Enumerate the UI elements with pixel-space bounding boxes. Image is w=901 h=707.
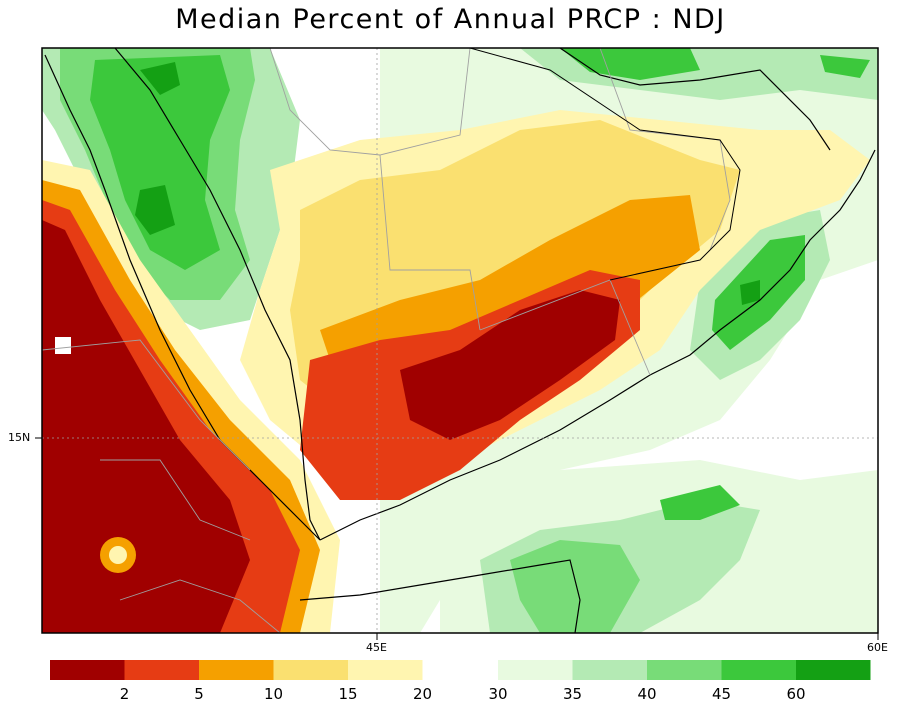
contour-60-redsea — [135, 62, 180, 235]
contour-2-ethiopia — [42, 220, 250, 633]
coastline-somalia — [299, 559, 581, 633]
lon-label-45e: 45E — [366, 641, 387, 654]
coastline-red-sea-east — [114, 48, 321, 541]
contour-60-oman — [740, 280, 760, 305]
map-title: Median Percent of Annual PRCP : NDJ — [175, 4, 726, 35]
coastline-gulf — [559, 48, 831, 151]
map-frame — [41, 47, 879, 634]
contour-40-somalia — [510, 540, 640, 633]
coastline-arabia-south — [319, 149, 876, 541]
contour-45-gulf — [560, 48, 870, 80]
contour-2-yemen — [400, 290, 620, 440]
contour-45-socotra — [660, 485, 740, 520]
contour-30-highland — [109, 546, 127, 564]
lat-label-15n: 15N — [8, 431, 31, 444]
contour-45-redsea — [90, 55, 230, 270]
missing-data-cell — [55, 337, 71, 354]
political-border-arabia — [469, 48, 741, 281]
coastline-red-sea-west — [44, 54, 321, 541]
lon-label-60e: 60E — [867, 641, 888, 654]
